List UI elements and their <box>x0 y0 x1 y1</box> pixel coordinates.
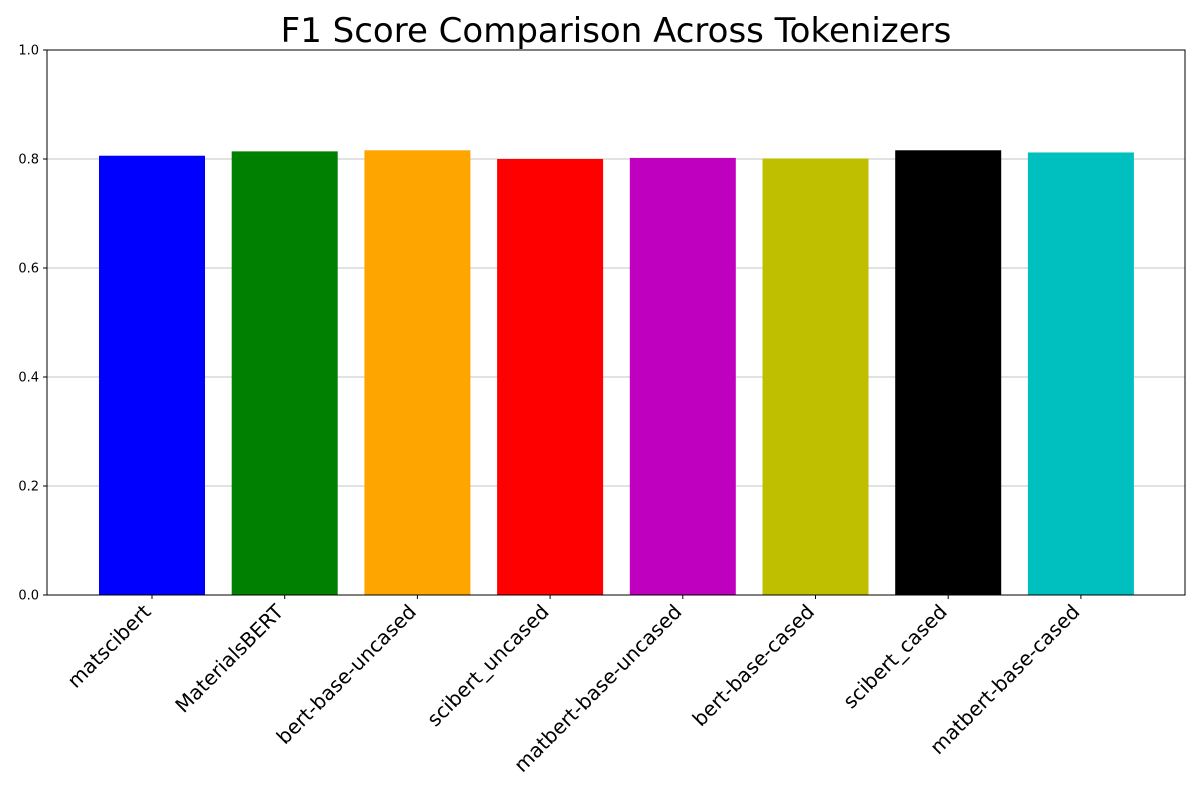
chart-title: F1 Score Comparison Across Tokenizers <box>281 11 952 51</box>
x-tick-label: scibert_cased <box>838 600 952 714</box>
bar-bert-base-cased <box>763 158 869 595</box>
x-axis: matscibertMaterialsBERTbert-base-uncased… <box>62 595 1084 777</box>
y-tick-label: 1.0 <box>18 44 39 59</box>
bar-bert-base-uncased <box>364 150 470 595</box>
x-tick-label: bert-base-cased <box>688 600 819 731</box>
plot-frame <box>47 50 1185 595</box>
bar-matbert-base-cased <box>1028 152 1134 595</box>
y-axis: 0.0 0.2 0.4 0.6 0.8 1.0 <box>18 44 47 604</box>
bars <box>99 150 1134 595</box>
y-tick-label: 0.2 <box>18 480 39 495</box>
y-tick-label: 0.6 <box>18 262 39 277</box>
y-tick-label: 0.4 <box>18 371 39 386</box>
x-tick-label: scibert_uncased <box>422 600 554 732</box>
bar-scibert_uncased <box>497 159 603 595</box>
x-tick-label: MaterialsBERT <box>170 599 288 717</box>
bar-matbert-base-uncased <box>630 158 736 595</box>
y-tick-label: 0.0 <box>18 589 39 604</box>
x-tick-label: bert-base-uncased <box>272 600 421 749</box>
bar-MaterialsBERT <box>232 151 338 595</box>
bar-matscibert <box>99 156 205 595</box>
x-tick-label: matscibert <box>62 599 155 692</box>
gridlines <box>47 159 1185 486</box>
bar-scibert_cased <box>895 150 1001 595</box>
y-tick-label: 0.8 <box>18 153 39 168</box>
x-tick-label: matbert-base-cased <box>925 600 1084 759</box>
